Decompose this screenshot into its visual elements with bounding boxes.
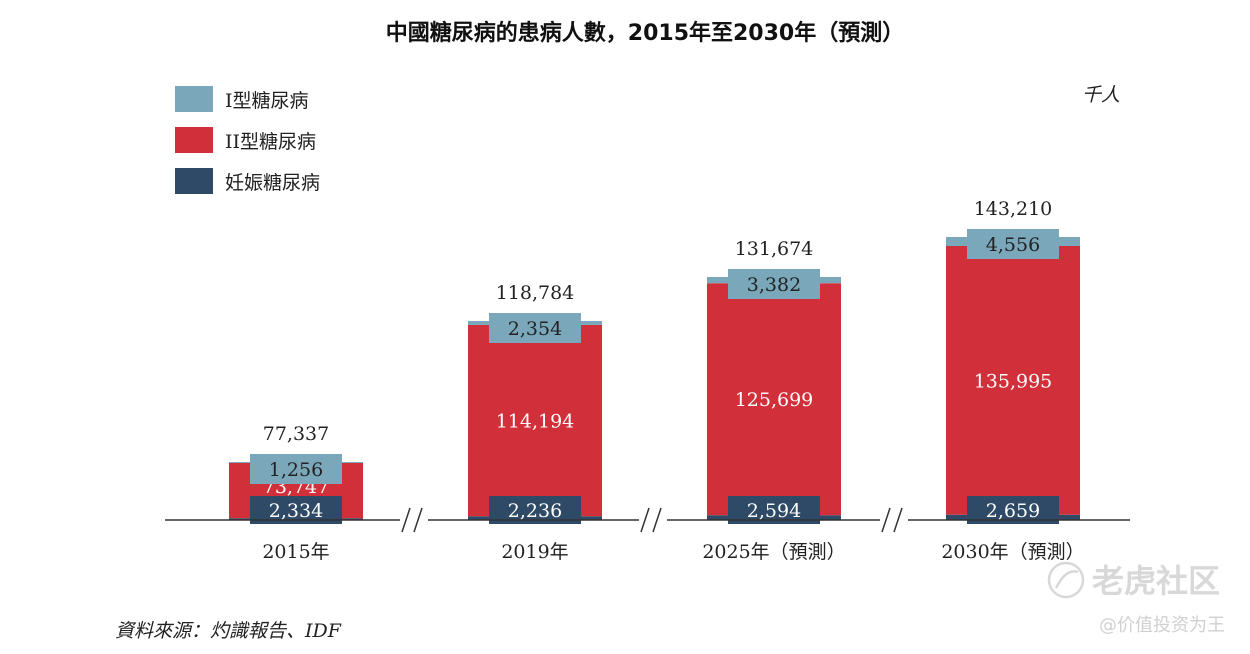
category-label-2: 2025年（預測） [702,541,845,563]
value-label-gestational-1: 2,236 [508,500,562,522]
legend-label-type2: II型糖尿病 [225,131,316,153]
category-labels: 2015年 2019年 2025年（預測） 2030年（預測） [262,541,1084,563]
category-label-1: 2019年 [501,541,568,563]
value-label-type1-3: 4,556 [986,234,1040,256]
label-box-type1-3 [967,229,1059,259]
bars-group: 2,33473,7471,25677,3372,236114,1942,3541… [229,198,1080,524]
legend-label-gestational: 妊娠糖尿病 [225,172,320,194]
total-label-2: 131,674 [735,238,814,260]
value-label-type2-1: 114,194 [496,411,575,433]
watermark-brand: 老虎社区 [1092,562,1220,600]
axis-break-2 [639,506,667,534]
unit-label: 千人 [1082,84,1120,106]
axis-break-3 [880,506,908,534]
value-label-type1-0: 1,256 [269,459,323,481]
total-label-0: 77,337 [263,423,329,445]
value-label-type1-2: 3,382 [747,274,801,296]
chart-title: 中國糖尿病的患病人數，2015年至2030年（預測） [386,20,904,46]
value-label-gestational-2: 2,594 [747,500,801,522]
source-note: 資料來源：灼識報告、IDF [115,620,342,642]
bar-type2-1 [468,324,602,517]
label-box-type1-0 [250,454,342,484]
axis-break-1 [400,506,428,534]
label-box-type1-1 [489,313,581,343]
legend-swatch-gestational [175,168,213,194]
legend-label-type1: I型糖尿病 [225,90,309,112]
legend-swatch-type2 [175,127,213,153]
watermark-handle: @价值投资为王 [1099,615,1225,636]
bar-type2-2 [707,283,841,516]
category-label-3: 2030年（預測） [941,541,1084,563]
legend-swatch-type1 [175,86,213,112]
value-label-gestational-3: 2,659 [986,500,1040,522]
watermark: 老虎社区 @价值投资为王 [1047,561,1225,636]
label-box-type1-2 [728,268,820,299]
total-label-1: 118,784 [496,282,575,304]
bar-type2-3 [946,246,1080,515]
category-label-0: 2015年 [262,541,329,563]
value-label-type2-3: 135,995 [974,370,1053,392]
value-label-type2-2: 125,699 [735,389,814,411]
total-label-3: 143,210 [974,198,1053,220]
value-label-type1-1: 2,354 [508,318,562,340]
watermark-logo-icon [1047,561,1085,599]
legend: I型糖尿病 II型糖尿病 妊娠糖尿病 [175,86,320,194]
value-label-gestational-0: 2,334 [269,500,323,522]
